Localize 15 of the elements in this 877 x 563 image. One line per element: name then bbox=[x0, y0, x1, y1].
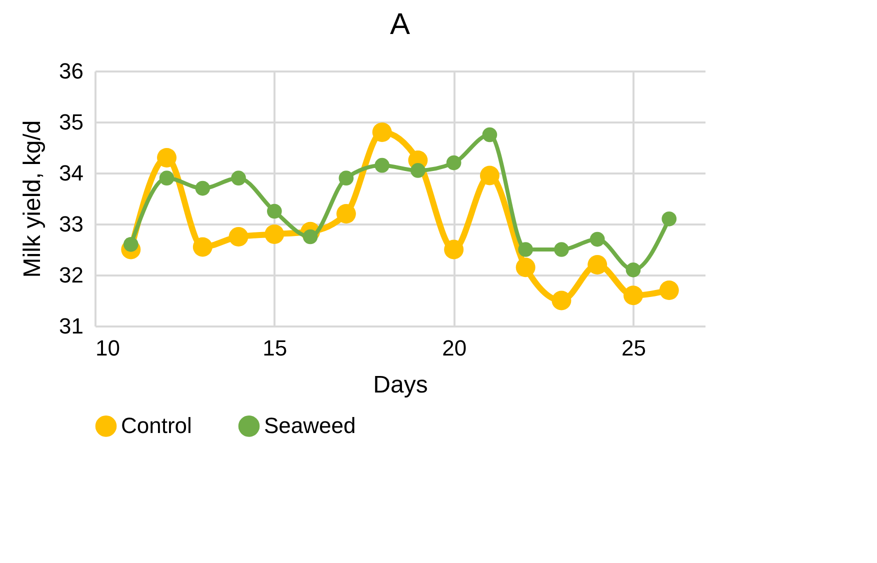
x-axis-title: Days bbox=[373, 372, 428, 398]
y-tick-label: 32 bbox=[59, 262, 84, 288]
legend-label: Control bbox=[121, 413, 192, 438]
x-tick-label: 20 bbox=[442, 336, 467, 360]
x-tick-label: 15 bbox=[262, 336, 288, 360]
x-tick-label: 25 bbox=[621, 336, 646, 360]
x-tick-label: 10 bbox=[96, 336, 120, 360]
y-tick-label: 35 bbox=[59, 110, 84, 134]
legend-label: Seaweed bbox=[264, 413, 356, 438]
chart-title: A bbox=[390, 8, 410, 41]
y-tick-label: 31 bbox=[59, 314, 84, 338]
y-axis-title: Milk yield, kg/d bbox=[19, 120, 46, 278]
y-tick-label: 36 bbox=[59, 58, 84, 84]
y-tick-label: 33 bbox=[59, 212, 84, 236]
y-tick-label: 34 bbox=[59, 160, 84, 186]
